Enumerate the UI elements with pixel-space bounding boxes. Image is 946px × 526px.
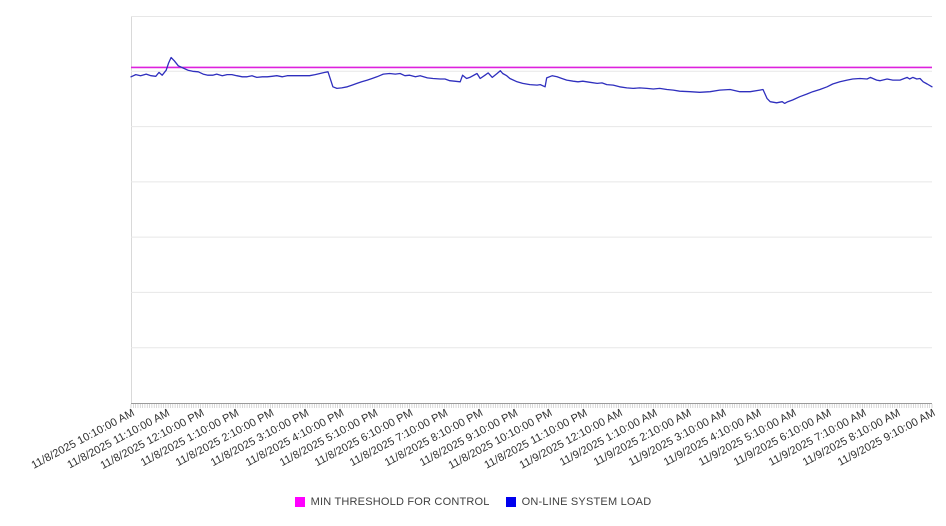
- legend-label-min-threshold: MIN THRESHOLD FOR CONTROL: [310, 496, 490, 508]
- legend: MIN THRESHOLD FOR CONTROL ON-LINE SYSTEM…: [0, 496, 946, 508]
- legend-item-min-threshold[interactable]: MIN THRESHOLD FOR CONTROL: [294, 496, 490, 508]
- plot-border: [131, 16, 932, 403]
- legend-swatch-min-threshold-icon: [294, 497, 305, 507]
- gridlines: [131, 70, 932, 349]
- legend-swatch-online-system-load-icon: [505, 497, 516, 507]
- legend-label-online-system-load: ON-LINE SYSTEM LOAD: [521, 496, 652, 508]
- x-axis-ticks: [130, 404, 933, 408]
- legend-item-online-system-load[interactable]: ON-LINE SYSTEM LOAD: [505, 496, 652, 508]
- series-online-system-load-line: [130, 56, 933, 105]
